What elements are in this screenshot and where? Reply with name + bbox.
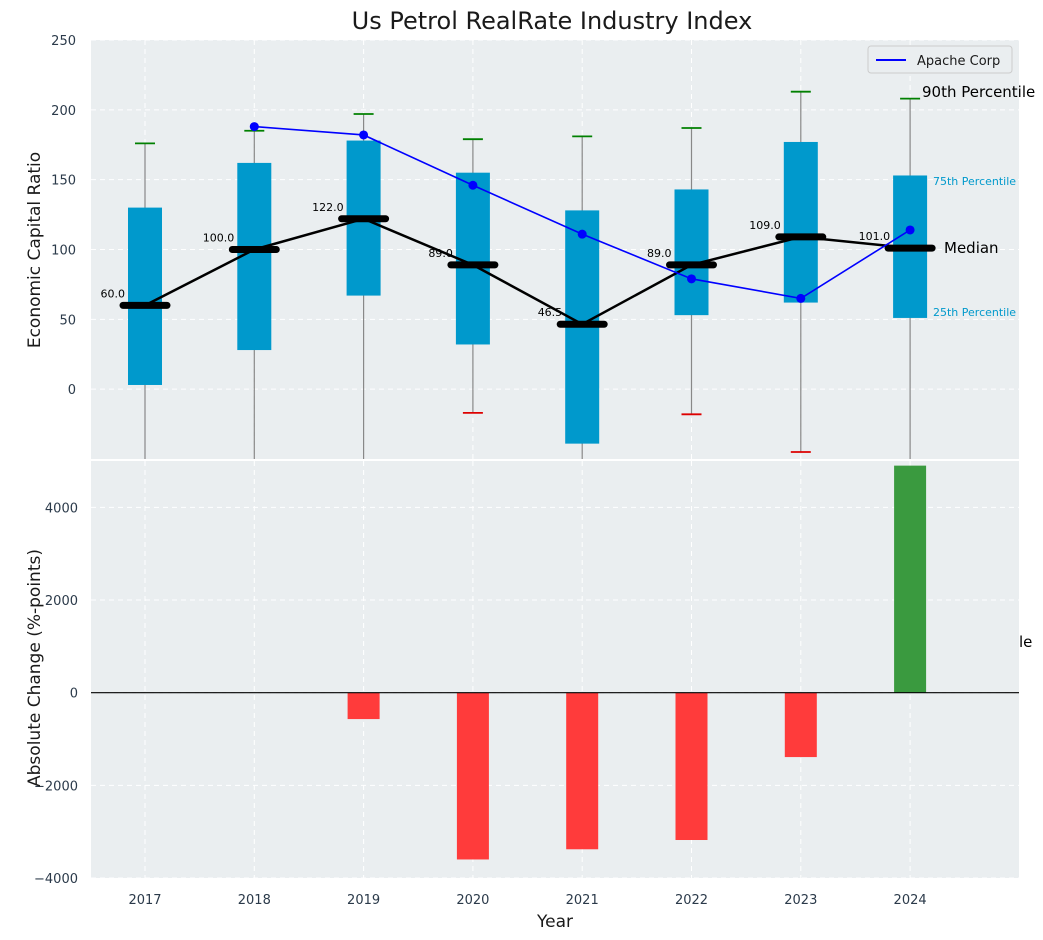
x-tick-label: 2021 bbox=[566, 893, 599, 908]
stray-annotation: le bbox=[1019, 633, 1032, 651]
median-value-label: 89.0 bbox=[647, 247, 672, 260]
company-point bbox=[796, 293, 806, 303]
legend-frame bbox=[867, 45, 1013, 74]
change-bar bbox=[347, 692, 380, 720]
top-y-tick-label: 50 bbox=[59, 313, 76, 328]
legend-label-apache-corp: Apache Corp bbox=[917, 54, 1000, 69]
bottom-panel: −4000 −2000 0 2000 4000 2017 2018 2019 2020 2021 2… bbox=[34, 461, 1019, 908]
median-value-label: 122.0 bbox=[312, 201, 344, 214]
median-value-label: 46.5 bbox=[538, 306, 563, 319]
x-tick-label: 2023 bbox=[784, 893, 817, 908]
x-tick-label: 2024 bbox=[894, 893, 927, 908]
p25-annotation: 25th Percentile bbox=[933, 306, 1016, 319]
p75-annotation: 75th Percentile bbox=[933, 175, 1016, 188]
median-value-label: 60.0 bbox=[101, 287, 126, 300]
bottom-y-tick-label: 0 bbox=[70, 687, 78, 702]
bottom-y-tick-label: −2000 bbox=[34, 779, 78, 794]
bottom-y-tick-label: 2000 bbox=[45, 594, 78, 609]
company-point bbox=[249, 122, 259, 132]
median-value-label: 101.0 bbox=[859, 230, 891, 243]
x-tick-label: 2018 bbox=[238, 893, 271, 908]
change-bar bbox=[784, 692, 817, 758]
x-tick-label: 2022 bbox=[675, 893, 708, 908]
iqr-box bbox=[455, 172, 490, 345]
median-value-label: 109.0 bbox=[749, 219, 781, 232]
company-point bbox=[359, 130, 369, 140]
median-value-label: 100.0 bbox=[203, 232, 235, 245]
x-tick-label: 2017 bbox=[128, 893, 161, 908]
bottom-y-tick-label: 4000 bbox=[45, 501, 78, 516]
top-y-tick-label: 100 bbox=[51, 244, 76, 259]
top-y-tick-label: 250 bbox=[51, 34, 76, 49]
x-tick-label: 2019 bbox=[347, 893, 380, 908]
company-point bbox=[905, 225, 915, 235]
x-tick-label: 2020 bbox=[456, 893, 489, 908]
top-y-tick-label: 150 bbox=[51, 174, 76, 189]
iqr-box bbox=[783, 141, 818, 303]
change-bar bbox=[456, 692, 489, 860]
company-point bbox=[577, 229, 587, 239]
chart-title: Us Petrol RealRate Industry Index bbox=[352, 7, 753, 35]
x-axis-label: Year bbox=[536, 912, 573, 932]
company-point bbox=[468, 180, 478, 190]
change-bar bbox=[566, 692, 599, 850]
top-y-axis-label: Economic Capital Ratio bbox=[25, 152, 45, 348]
top-panel: 0 50 100 150 200 250 60.0 100.0 122.0 89.0 46.5 89.… bbox=[51, 34, 1019, 459]
iqr-box bbox=[674, 189, 709, 316]
bottom-plot-area bbox=[91, 461, 1019, 878]
median-annotation: Median bbox=[944, 239, 999, 257]
p90-annotation: 90th Percentile bbox=[922, 83, 1035, 101]
top-y-tick-label: 0 bbox=[68, 383, 76, 398]
change-bar bbox=[675, 692, 708, 841]
company-point bbox=[687, 274, 696, 284]
iqr-box bbox=[128, 207, 162, 385]
top-y-tick-label: 200 bbox=[51, 104, 76, 119]
bottom-y-tick-label: −4000 bbox=[34, 872, 78, 887]
legend: Apache Corp bbox=[867, 45, 1013, 74]
bottom-y-axis-label: Absolute Change (%-points) bbox=[25, 549, 45, 787]
change-bar bbox=[894, 465, 927, 693]
median-value-label: 89.0 bbox=[428, 247, 453, 260]
median-trend-line bbox=[144, 217, 911, 326]
